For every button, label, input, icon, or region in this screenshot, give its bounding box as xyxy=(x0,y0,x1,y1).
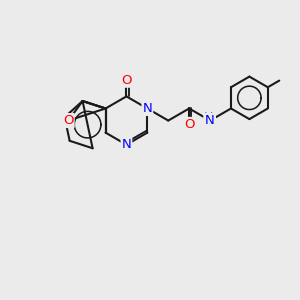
Text: N: N xyxy=(142,102,152,115)
Text: N: N xyxy=(205,114,215,127)
Text: O: O xyxy=(184,118,194,131)
Text: O: O xyxy=(63,114,74,127)
Text: N: N xyxy=(122,138,131,151)
Text: H: H xyxy=(204,110,214,124)
Text: O: O xyxy=(122,74,132,87)
